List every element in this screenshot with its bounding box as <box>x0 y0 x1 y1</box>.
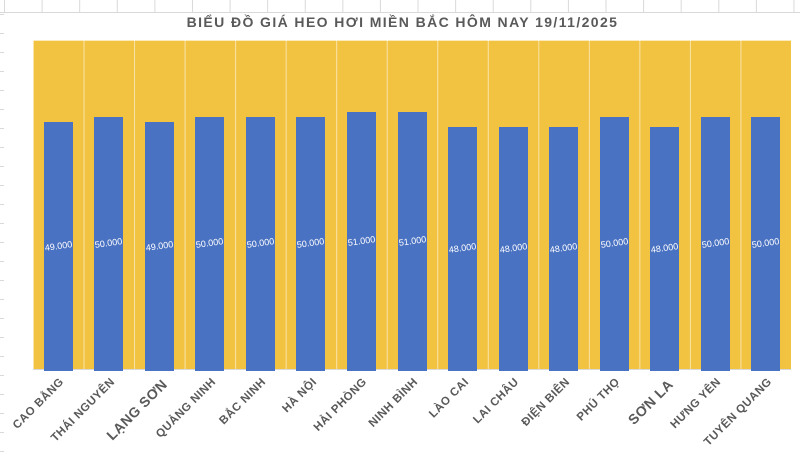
bar-ha-noi[interactable]: 50.000 <box>296 117 326 371</box>
bar-lao-cai[interactable]: 48.000 <box>448 127 478 371</box>
bar-value-label: 48.000 <box>448 241 477 256</box>
bar-son-la[interactable]: 48.000 <box>650 127 680 371</box>
bar-value-label: 48.000 <box>498 241 528 256</box>
chart-title: BIỂU ĐỒ GIÁ HEO HƠI MIỀN BẮC HÔM NAY 19/… <box>186 14 619 30</box>
pig-price-chart[interactable]: BIỂU ĐỒ GIÁ HEO HƠI MIỀN BẮC HÔM NAY 19/… <box>5 13 800 461</box>
bar-value-label: 50.000 <box>246 236 275 250</box>
category-label-tuyen-quang: TUYÊN QUANG <box>701 376 775 449</box>
category-label-phu-tho: PHÚ THỌ <box>575 376 623 424</box>
bar-cao-bang[interactable]: 49.000 <box>43 122 73 371</box>
bar-lai-chau[interactable]: 48.000 <box>498 127 528 371</box>
bar-value-label: 50.000 <box>751 236 781 250</box>
bar-tuyen-quang[interactable]: 50.000 <box>751 117 781 371</box>
category-label-dien-bien: ĐIỆN BIÊN <box>519 376 573 429</box>
bar-value-label: 49.000 <box>43 238 73 253</box>
bar-quang-ninh[interactable]: 50.000 <box>195 117 225 371</box>
plot-area: 49.000 50.000 49.000 50.000 50.000 50.000 51.0… <box>33 40 791 371</box>
bar-value-label: 50.000 <box>296 236 326 250</box>
category-label-lai-chau: LAI CHÂU <box>471 376 522 427</box>
bar-value-label: 50.000 <box>94 236 124 250</box>
bar-value-label: 48.000 <box>650 241 679 256</box>
bar-bac-ninh[interactable]: 50.000 <box>245 117 275 371</box>
bar-phu-tho[interactable]: 50.000 <box>599 117 629 371</box>
category-label-ha-noi: HÀ NỘI <box>280 376 320 416</box>
bar-dien-bien[interactable]: 48.000 <box>549 127 579 371</box>
bar-hai-phong[interactable]: 51.000 <box>346 112 376 371</box>
bar-value-label: 50.000 <box>599 236 629 250</box>
bar-value-label: 50.000 <box>195 236 225 250</box>
category-label-lang-son: LẠNG SƠN <box>103 376 171 444</box>
category-label-ninh-binh: NINH BÌNH <box>366 376 421 430</box>
bar-value-label: 48.000 <box>549 241 578 256</box>
bar-hung-yen[interactable]: 50.000 <box>700 117 730 371</box>
category-label-quang-ninh: QUẢNG NINH <box>153 376 219 441</box>
category-label-hai-phong: HẢI PHÒNG <box>312 376 370 434</box>
category-label-thai-nguyen: THÁI NGUYÊN <box>48 376 118 445</box>
category-label-bac-ninh: BẮC NINH <box>217 376 269 428</box>
category-label-hung-yen: HƯNG YÊN <box>668 376 724 431</box>
bar-ninh-binh[interactable]: 51.000 <box>397 112 427 371</box>
bar-value-label: 49.000 <box>145 238 174 253</box>
bar-thai-nguyen[interactable]: 50.000 <box>94 117 124 371</box>
bar-lang-son[interactable]: 49.000 <box>144 122 174 371</box>
bar-value-label: 50.000 <box>700 236 730 250</box>
bar-value-label: 51.000 <box>347 233 376 248</box>
category-label-son-la: SƠN LA <box>624 376 676 428</box>
bar-value-label: 51.000 <box>397 233 427 248</box>
category-label-lao-cai: LÀO CAI <box>426 376 472 421</box>
spreadsheet-gridlines-top <box>0 0 800 13</box>
category-label-cao-bang: CAO BẰNG <box>11 376 67 432</box>
spreadsheet-gridlines-left <box>0 14 4 461</box>
